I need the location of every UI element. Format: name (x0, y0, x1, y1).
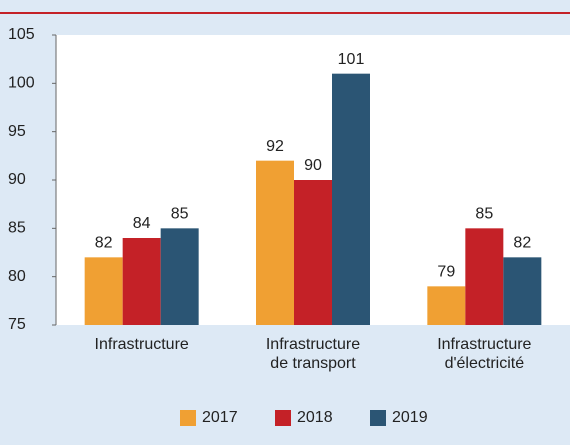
y-tick-label: 90 (8, 171, 26, 188)
y-tick-label: 100 (8, 75, 35, 92)
bar (160, 228, 199, 325)
bar (122, 238, 161, 325)
legend-label: 2017 (202, 409, 238, 426)
data-label: 101 (338, 51, 365, 68)
bar (503, 257, 542, 325)
legend-swatch (275, 410, 291, 426)
y-tick-label: 105 (8, 26, 35, 43)
data-label: 90 (304, 157, 322, 174)
data-label: 92 (266, 138, 284, 155)
legend-swatch (370, 410, 386, 426)
bar (294, 180, 332, 325)
y-tick-label: 95 (8, 123, 26, 140)
data-label: 79 (437, 264, 455, 281)
bar (332, 73, 370, 326)
data-label: 82 (513, 235, 531, 252)
bar (427, 286, 466, 325)
data-label: 82 (95, 235, 113, 252)
y-tick-label: 75 (8, 316, 26, 333)
data-label: 84 (133, 215, 151, 232)
y-tick-label: 80 (8, 268, 26, 285)
legend-label: 2018 (297, 409, 333, 426)
y-tick-label: 85 (8, 220, 26, 237)
data-label: 85 (171, 206, 189, 223)
data-label: 85 (475, 206, 493, 223)
legend-swatch (180, 410, 196, 426)
x-tick-label: Infrastructure d'électricité (437, 336, 531, 372)
x-tick-label: Infrastructure de transport (266, 336, 360, 372)
bar (465, 228, 504, 325)
bar (84, 257, 123, 325)
bar (256, 160, 294, 325)
x-tick-label: Infrastructure (95, 336, 189, 353)
legend-label: 2019 (392, 409, 428, 426)
